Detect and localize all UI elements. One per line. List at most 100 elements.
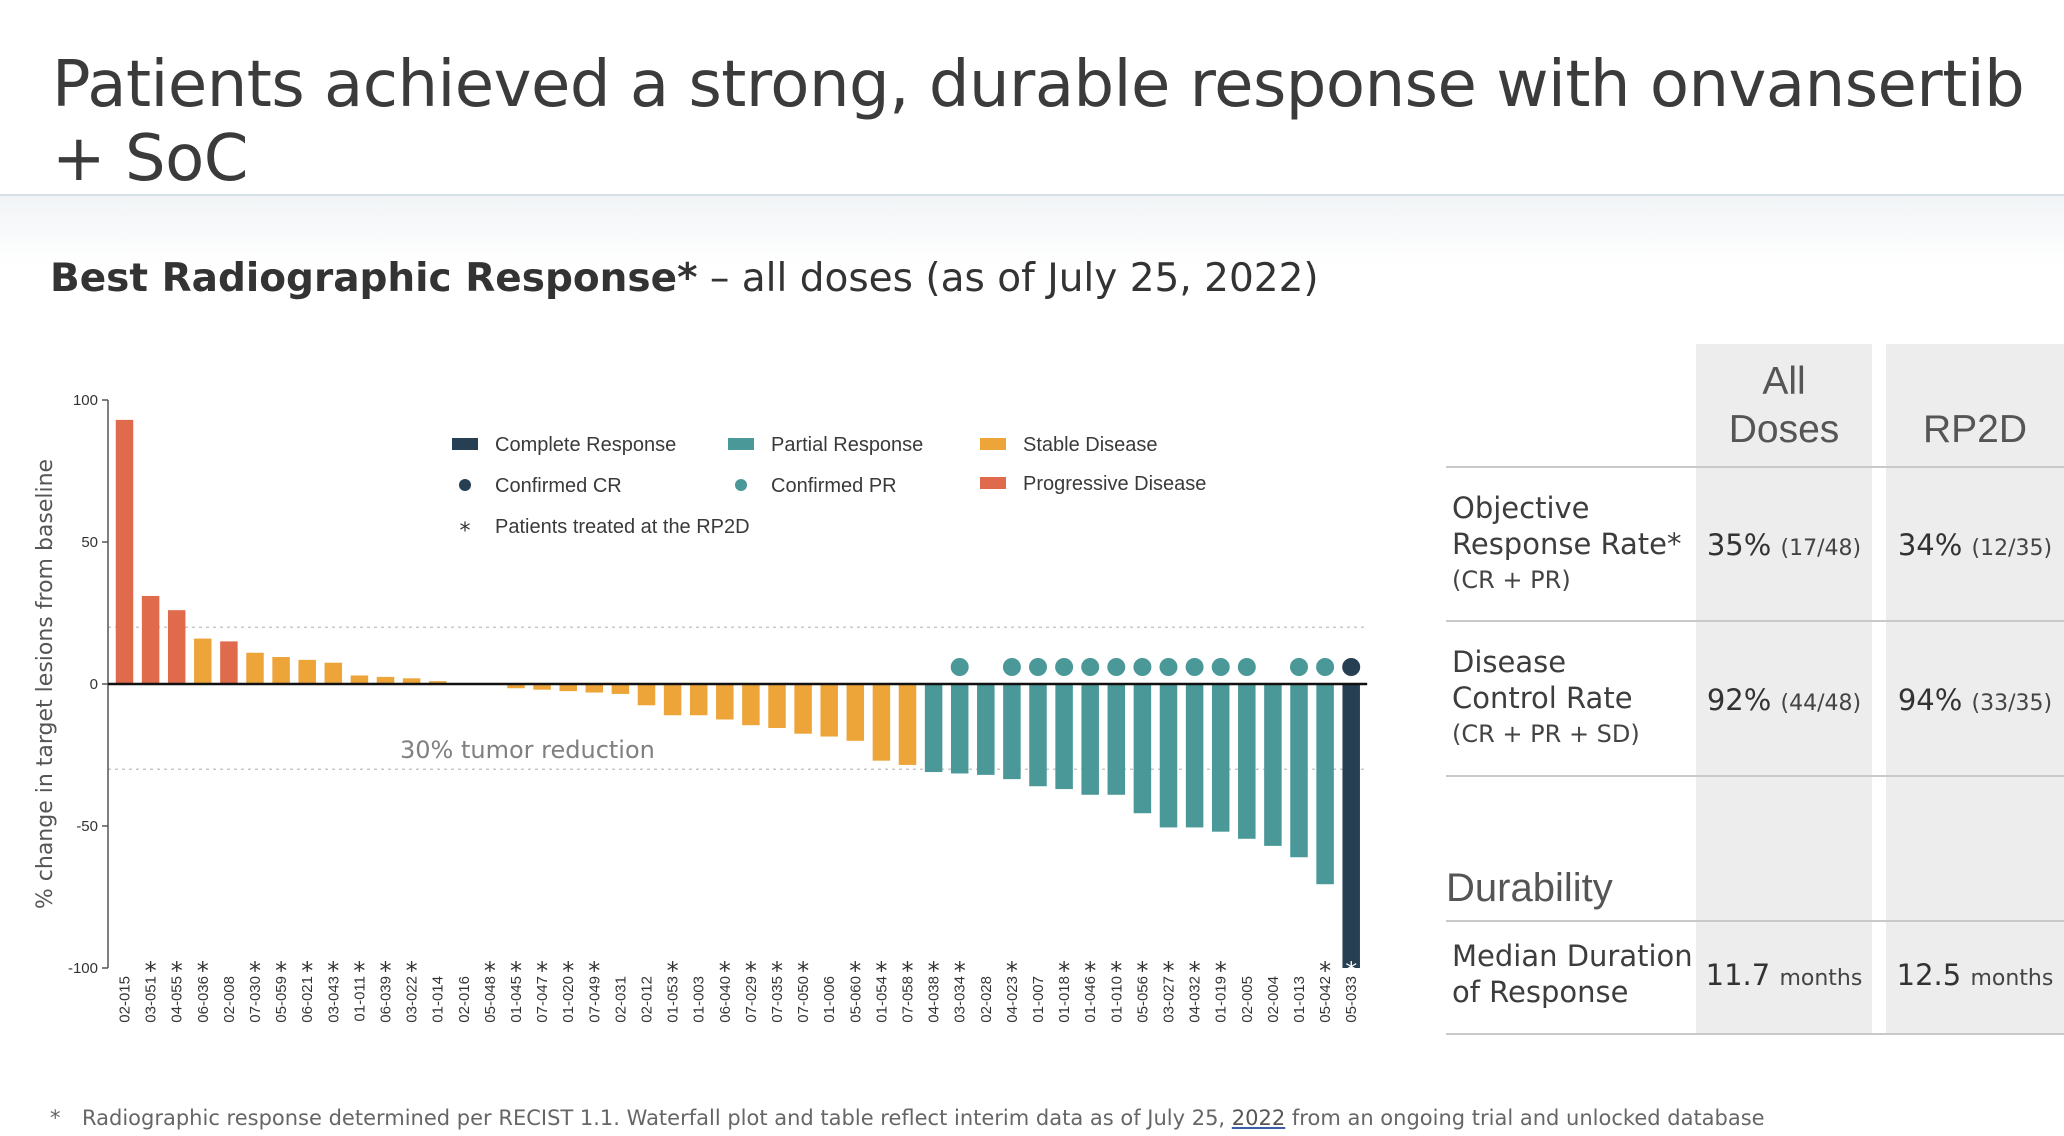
confirmed-marker-01-046 [1081, 658, 1100, 676]
legend-asterisk: * [460, 519, 471, 544]
bar-01-011 [350, 675, 369, 684]
bar-07-047 [533, 684, 551, 690]
bar-03-034 [950, 684, 969, 774]
x-tick-label-01-054: 01-054 [873, 976, 890, 1023]
bar-07-030 [246, 652, 264, 684]
legend-label-1: Complete Response [495, 434, 676, 456]
x-tick-label-05-059: 05-059 [273, 976, 290, 1023]
all-doses-column-bg [1696, 344, 1872, 1034]
x-tick-label-04-023: 04-023 [1004, 976, 1021, 1023]
mdr-rp2d-unit: months [1970, 966, 2054, 991]
x-tick-label-07-058: 07-058 [900, 976, 917, 1023]
orr-rp2d-n: (12/35) [1971, 536, 2053, 561]
mdr-all-val: 11.7 [1705, 958, 1771, 992]
bar-01-053 [663, 684, 682, 716]
bar-07-050 [794, 684, 812, 734]
waterfall-chart: 100 50 0 -50 -100 % change in target lesions … [33, 392, 1368, 1023]
dcr-label: Disease Control Rate (CR + PR + SD) [1452, 644, 1640, 752]
x-tick-label-04-055: 04-055 [169, 976, 186, 1023]
y-tick-label: 50 [81, 534, 98, 551]
rp2d-column-bg [1886, 344, 2064, 1034]
legend-dot-4 [459, 479, 471, 491]
rp2d-marker-07-050: * [797, 957, 809, 985]
mdr-label-line1: Median Duration [1452, 939, 1693, 973]
x-tick-label-07-049: 07-049 [586, 976, 603, 1023]
x-tick-label-01-045: 01-045 [508, 976, 525, 1023]
dcr-label-line1: Disease [1452, 645, 1567, 679]
bar-01-045 [507, 684, 525, 689]
x-tick-label-01-011: 01-011 [351, 976, 368, 1022]
legend-label-2: Partial Response [771, 434, 923, 456]
x-tick-label-01-006: 01-006 [821, 976, 838, 1023]
x-tick-label-02-008: 02-008 [221, 976, 238, 1023]
legend-label-3: Stable Disease [1023, 434, 1158, 456]
rp2d-marker-01-053: * [667, 957, 679, 985]
x-tick-label-06-040: 06-040 [717, 976, 734, 1023]
x-tick-label-04-038: 04-038 [926, 976, 943, 1023]
rp2d-marker-05-060: * [849, 957, 861, 985]
bar-02-031 [611, 684, 630, 694]
y-tick-label: 100 [73, 392, 98, 409]
legend-label-5: Confirmed PR [771, 475, 897, 497]
rp2d-marker-07-049: * [588, 957, 600, 985]
legend-swatch-2 [728, 438, 754, 450]
orr-all-doses: 35% (17/48) [1696, 528, 1872, 562]
x-tick-label-01-010: 01-010 [1108, 976, 1125, 1023]
x-tick-label-02-005: 02-005 [1239, 976, 1256, 1023]
rp2d-marker-01-011: * [353, 957, 365, 985]
col-header-all-doses-line-1: All [1762, 360, 1806, 403]
rp2d-marker-06-036: * [197, 957, 209, 985]
table-rule-5 [1446, 1033, 2064, 1035]
bar-07-035 [768, 684, 786, 729]
subtitle-bold: Best Radiographic Response* [50, 256, 698, 301]
footnote-star: * [50, 1106, 61, 1130]
legend-label-7: Patients treated at the RP2D [495, 516, 750, 538]
rp2d-marker-03-022: * [406, 957, 418, 985]
confirmed-marker-05-056 [1133, 658, 1152, 676]
rp2d-marker-01-018: * [1058, 957, 1070, 985]
x-tick-label-02-028: 02-028 [978, 976, 995, 1023]
x-tick-label-01-019: 01-019 [1213, 976, 1230, 1023]
x-tick-label-03-034: 03-034 [952, 976, 969, 1023]
x-tick-label-06-039: 06-039 [378, 976, 395, 1023]
rp2d-marker-04-032: * [1189, 957, 1201, 985]
rp2d-marker-07-047: * [536, 957, 548, 985]
legend-swatch-3 [980, 438, 1006, 450]
x-tick-label-01-014: 01-014 [430, 976, 447, 1023]
x-tick-label-01-003: 01-003 [691, 976, 708, 1023]
x-tick-label-07-050: 07-050 [795, 976, 812, 1023]
legend-dot-5 [735, 479, 747, 491]
x-tick-label-05-060: 05-060 [847, 976, 864, 1023]
x-tick-label-03-022: 03-022 [404, 976, 421, 1023]
orr-label-line1: Objective [1452, 491, 1590, 525]
confirmed-marker-03-027 [1159, 658, 1178, 676]
bar-01-019 [1211, 684, 1230, 832]
rp2d-marker-05-059: * [275, 957, 287, 985]
dcr-all-doses: 92% (44/48) [1696, 683, 1872, 717]
x-tick-label-04-032: 04-032 [1187, 976, 1204, 1023]
mdr-rp2d-val: 12.5 [1896, 958, 1962, 992]
mdr-rp2d: 12.5 months [1886, 958, 2064, 992]
rp2d-marker-04-023: * [1006, 957, 1018, 985]
confirmed-marker-05-033 [1342, 658, 1361, 676]
legend-label-4: Confirmed CR [495, 475, 622, 497]
confirmed-marker-05-042 [1316, 658, 1335, 676]
chart-subtitle: Best Radiographic Response* – all doses … [50, 256, 1319, 301]
x-tick-label-01-007: 01-007 [1030, 976, 1047, 1023]
header-shadow [0, 196, 2064, 266]
x-tick-label-03-043: 03-043 [325, 976, 342, 1023]
mdr-label-line2: of Response [1452, 975, 1629, 1009]
confirmed-marker-01-018 [1055, 658, 1074, 676]
bar-04-038 [924, 684, 943, 773]
dcr-all-n: (44/48) [1780, 691, 1862, 716]
table-rule-4 [1446, 920, 2064, 922]
bar-02-008 [220, 641, 238, 684]
confirmed-marker-02-005 [1237, 658, 1256, 676]
x-tick-label-02-016: 02-016 [456, 976, 473, 1023]
bar-01-018 [1055, 684, 1073, 790]
x-tick-label-05-048: 05-048 [482, 976, 499, 1023]
col-header-all-doses-text: All Doses [1729, 360, 1840, 451]
confirmed-marker-04-032 [1185, 658, 1204, 676]
confirmed-marker-01-013 [1290, 658, 1308, 676]
bar-03-043 [324, 662, 343, 684]
